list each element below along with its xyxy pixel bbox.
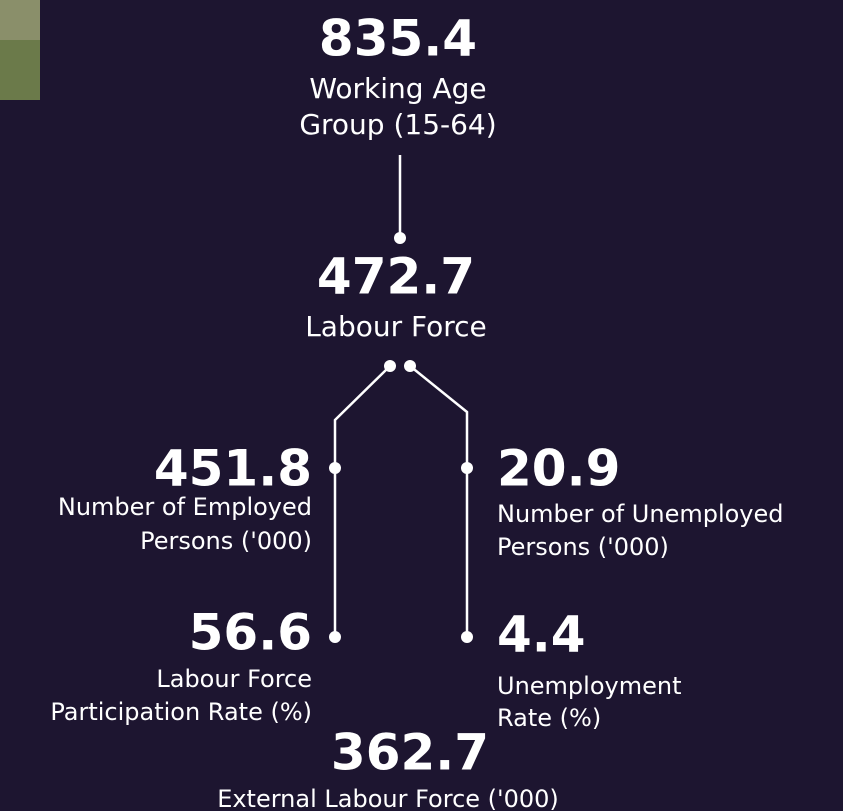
connector-dot xyxy=(461,462,473,474)
node-label: Persons ('000) xyxy=(140,527,312,555)
node-label: Participation Rate (%) xyxy=(50,698,312,726)
connector xyxy=(410,366,467,637)
node-label: Group (15-64) xyxy=(299,108,496,141)
node-value: 472.7 xyxy=(317,248,475,306)
node-value: 362.7 xyxy=(331,724,489,782)
node-label: External Labour Force ('000) xyxy=(217,785,559,811)
diagram: 835.4 Working Age Group (15-64) 472.7 La… xyxy=(0,0,843,811)
node-value: 56.6 xyxy=(189,604,312,662)
node-label: Unemployment xyxy=(497,672,681,700)
node-label: Labour Force xyxy=(156,665,312,693)
connector-dot xyxy=(329,631,341,643)
connector-dot xyxy=(461,631,473,643)
photo-detail xyxy=(0,0,40,40)
node-label: Number of Unemployed xyxy=(497,500,784,528)
connector-dot xyxy=(394,232,406,244)
node-label: Number of Employed xyxy=(58,493,312,521)
connector xyxy=(335,366,390,637)
node-label: Persons ('000) xyxy=(497,533,669,561)
node-value: 451.8 xyxy=(154,440,312,498)
node-value: 4.4 xyxy=(497,606,586,664)
connector-dot xyxy=(329,462,341,474)
node-label: Rate (%) xyxy=(497,704,601,732)
node-value: 20.9 xyxy=(497,440,620,498)
page: {"nodes": [ {"value": 835.4, "label": ["… xyxy=(0,0,843,811)
connector-dot xyxy=(384,360,396,372)
connector-dot xyxy=(404,360,416,372)
node-value: 835.4 xyxy=(319,10,477,68)
node-label: Working Age xyxy=(309,72,486,105)
node-label: Labour Force xyxy=(305,310,487,343)
